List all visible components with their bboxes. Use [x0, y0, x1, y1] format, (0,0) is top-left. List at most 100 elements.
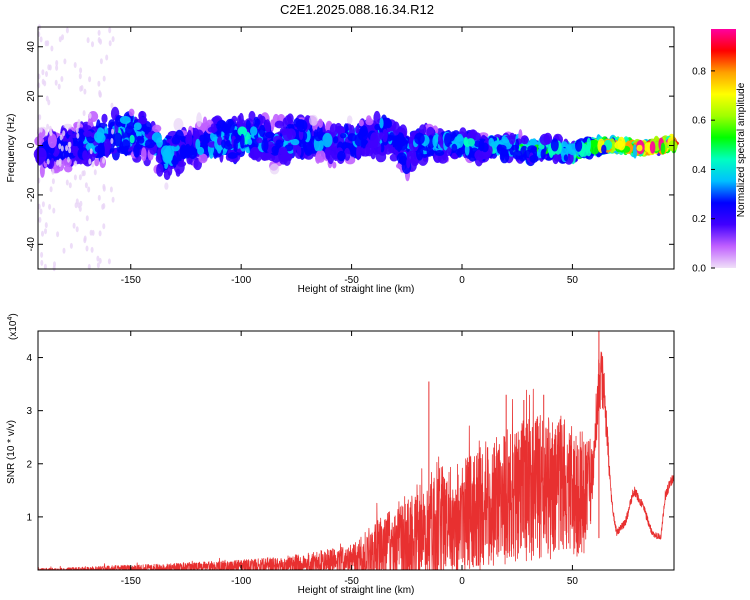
spectrogram-cell — [61, 141, 69, 147]
spectrogram-cell — [102, 185, 106, 192]
spectrogram-cell — [91, 41, 94, 48]
snr-y-axis-label: SNR (10 * v/v) — [6, 420, 17, 484]
spectrogram-cell — [382, 128, 388, 143]
spectrogram-cell — [79, 200, 83, 207]
spectrogram-cell — [74, 202, 78, 209]
spectrogram-x-tick-label: -50 — [344, 275, 359, 286]
spectrogram-cell — [45, 71, 48, 77]
spectrogram-cell — [172, 155, 177, 168]
spectrogram-cell — [152, 124, 162, 133]
spectrogram-cell — [508, 132, 516, 145]
snr-plot-area — [37, 331, 675, 571]
spectrogram-cell — [337, 150, 346, 162]
spectrogram-cell — [136, 131, 142, 138]
spectrogram-cell — [58, 36, 62, 43]
spectrogram-cell — [636, 144, 643, 152]
spectrogram-cell — [317, 118, 323, 128]
spectrogram-y-ticks: -40 -20 0 20 40 — [26, 41, 674, 252]
spectrogram-cell — [74, 160, 77, 167]
spectrogram-cell — [102, 75, 106, 82]
spectrogram-cell — [96, 255, 100, 262]
spectrogram-cell — [450, 131, 456, 139]
spectrogram-cell — [41, 69, 45, 76]
spectrogram-cell — [102, 223, 106, 230]
spectrogram-cell — [73, 62, 77, 68]
spectrogram-cell — [269, 163, 280, 175]
spectrogram-cell — [70, 140, 81, 147]
spectrogram-cell — [496, 144, 503, 154]
snr-panel: -150 -100 -50 0 50 1 2 3 4 Height of straight l… — [6, 313, 675, 596]
spectrogram-cell — [88, 112, 92, 119]
spectrogram-cell — [98, 90, 102, 96]
spectrogram-cell — [49, 186, 53, 193]
spectrogram-cell — [329, 123, 338, 137]
spectrogram-cell — [274, 120, 285, 129]
spectrogram-cell — [227, 152, 238, 159]
spectrogram-cell — [195, 138, 201, 150]
spectrogram-cell — [65, 179, 69, 186]
spectrogram-cell — [332, 161, 337, 169]
spectrogram-cell — [96, 262, 100, 269]
spectrogram-cell — [101, 203, 105, 210]
spectrogram-cell — [46, 158, 50, 165]
snr-y-multiplier: (x104) — [7, 313, 19, 340]
spectrogram-cell — [87, 186, 91, 193]
spectrogram-cell — [63, 165, 73, 173]
spectrogram-cell — [141, 147, 147, 162]
spectrogram-cell — [38, 114, 42, 121]
spectrogram-cell — [396, 152, 407, 164]
spectrogram-cell — [488, 137, 495, 147]
colorbar-tick-label: 0.8 — [692, 66, 706, 77]
spectrogram-cell — [297, 146, 302, 157]
spectrogram-cell — [52, 207, 56, 214]
colorbar-tick-label: 0.6 — [692, 116, 706, 127]
spectrogram-cell — [438, 133, 443, 146]
spectrogram-cell — [97, 37, 101, 43]
spectrogram-cell — [332, 136, 339, 144]
spectrogram-cell — [68, 182, 72, 189]
spectrogram-cell — [48, 203, 52, 210]
spectrogram-cell — [171, 136, 181, 145]
spectrogram-cell — [419, 124, 427, 135]
spectrogram-cell — [392, 121, 400, 136]
spectrogram-cell — [589, 139, 598, 148]
spectrogram-cell — [47, 133, 58, 149]
spectrogram-cell — [39, 208, 43, 215]
spectrogram-cell — [107, 258, 111, 265]
snr-x-tick-label: 0 — [459, 576, 465, 587]
spectrogram-cell — [249, 146, 260, 161]
spectrogram-x-tick-label: -150 — [121, 275, 141, 286]
spectrogram-cell — [52, 265, 56, 272]
snr-frame — [37, 330, 675, 571]
spectrogram-cell — [286, 128, 297, 140]
snr-x-tick-label: -150 — [121, 576, 141, 587]
spectrogram-cell — [515, 138, 520, 153]
spectrogram-cell — [78, 205, 82, 212]
spectrogram-cell — [77, 119, 81, 125]
spectrogram-cell — [290, 138, 300, 146]
spectrogram-cell — [128, 108, 135, 117]
spectrogram-cell — [539, 133, 551, 146]
spectrogram-cell — [550, 138, 559, 152]
spectrogram-x-ticks: -150 -100 -50 0 50 — [121, 27, 578, 286]
figure-title: C2E1.2025.088.16.34.R12 — [280, 2, 434, 17]
spectrogram-cell — [358, 119, 364, 127]
snr-y-tick-label: 4 — [26, 353, 32, 364]
spectrogram-cell — [232, 129, 239, 136]
spectrogram-y-tick-label: -20 — [26, 187, 37, 202]
spectrogram-cell — [481, 142, 489, 153]
spectrogram-cell — [88, 76, 92, 83]
spectrogram-cell — [563, 154, 569, 162]
spectrogram-cell — [41, 201, 45, 208]
spectrogram-cell — [586, 137, 592, 151]
spectrogram-cell — [397, 136, 407, 147]
snr-y-tick-label: 1 — [26, 512, 32, 523]
snr-y-ticks: 1 2 3 4 — [26, 353, 674, 523]
spectrogram-cell — [632, 144, 638, 159]
spectrogram-cell — [44, 222, 48, 229]
spectrogram-cell — [89, 229, 93, 236]
spectrogram-cell — [540, 149, 546, 160]
spectrogram-cell — [105, 54, 109, 61]
spectrogram-cell — [67, 141, 71, 148]
spectrogram-cell — [83, 235, 87, 242]
